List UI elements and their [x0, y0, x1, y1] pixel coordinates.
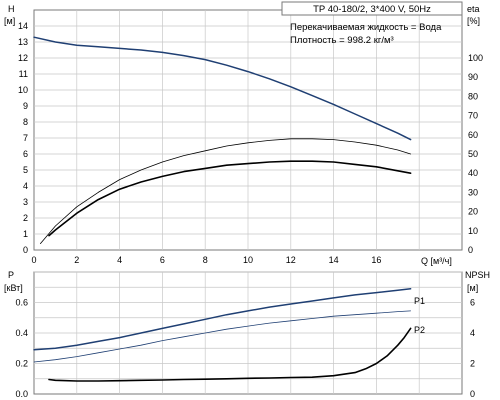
- efficiency-tick-label: 50: [468, 149, 478, 159]
- head-tick-label: 12: [18, 53, 28, 63]
- head-axis-label: H: [8, 4, 15, 14]
- head-tick-label: 14: [18, 21, 28, 31]
- total-efficiency-curve-line: [48, 160, 412, 237]
- head-tick-label: 2: [23, 213, 28, 223]
- p2-power-line: [33, 310, 412, 363]
- head-tick-label: 0: [23, 245, 28, 255]
- head-tick-label: 6: [23, 149, 28, 159]
- head-tick-label: 4: [23, 181, 28, 191]
- head-efficiency-series: [33, 36, 412, 245]
- npsh-tick-label: 6: [470, 298, 475, 308]
- x-tick-label: 8: [203, 255, 208, 265]
- npsh-curve-line: [48, 327, 412, 382]
- head-tick-label: 11: [19, 69, 28, 79]
- power-tick-label: 0.4: [15, 328, 28, 338]
- efficiency-tick-label: 70: [468, 111, 478, 121]
- head-tick-label: 8: [23, 117, 28, 127]
- x-tick-label: 4: [117, 255, 122, 265]
- liquid-label: Перекачиваемая жидкость = Вода: [290, 22, 442, 33]
- density-label: Плотность = 998.2 кг/м³: [290, 35, 394, 46]
- head-curve-line: [33, 36, 412, 141]
- head-tick-label: 10: [18, 85, 28, 95]
- power-axis-label: P: [8, 270, 14, 280]
- efficiency-tick-label: 80: [468, 91, 478, 101]
- head-tick-label: 9: [23, 101, 28, 111]
- head-tick-label: 3: [23, 197, 28, 207]
- model-label-box: [281, 1, 463, 16]
- power-axis-ticks: 0.0 0.2 0.4 0.6: [15, 298, 28, 400]
- x-tick-label: 6: [160, 255, 165, 265]
- x-tick-label: 16: [371, 255, 381, 265]
- efficiency-tick-label: 90: [468, 72, 478, 82]
- npsh-tick-label: 4: [470, 328, 475, 338]
- efficiency-axis-unit: [%]: [467, 16, 480, 26]
- efficiency-tick-label: 40: [468, 168, 478, 178]
- efficiency-tick-label: 10: [468, 226, 478, 236]
- npsh-axis-ticks: 0 2 4 6: [470, 298, 475, 400]
- efficiency-axis-ticks: 0 10 20 30 40 50 60 70 80 90 100: [468, 53, 483, 255]
- power-tick-label: 0.0: [15, 389, 28, 399]
- p2-series-label: P2: [414, 325, 425, 335]
- head-tick-label: 5: [23, 165, 28, 175]
- efficiency-tick-label: 100: [468, 53, 483, 63]
- head-axis-unit: [м]: [4, 16, 15, 26]
- x-tick-label: 10: [243, 255, 253, 265]
- power-axis-unit: [кВт]: [4, 283, 23, 293]
- model-label: TP 40-180/2, 3*400 V, 50Hz: [313, 4, 431, 15]
- npsh-tick-label: 0: [470, 389, 475, 399]
- efficiency-tick-label: 60: [468, 130, 478, 140]
- x-tick-label: 2: [74, 255, 79, 265]
- npsh-axis-label: NPSH: [465, 270, 490, 280]
- power-npsh-series: [33, 288, 412, 382]
- head-tick-label: 1: [23, 229, 28, 239]
- p1-power-line: [33, 288, 412, 351]
- head-tick-label: 7: [23, 133, 28, 143]
- flow-axis-label: Q [м³/ч]: [421, 256, 452, 266]
- x-tick-label: 0: [31, 255, 36, 265]
- head-tick-label: 13: [18, 37, 28, 47]
- efficiency-axis-label: eta: [467, 4, 480, 14]
- efficiency-curve-line: [40, 138, 412, 245]
- power-tick-label: 0.2: [15, 359, 28, 369]
- efficiency-tick-label: 0: [468, 245, 473, 255]
- power-npsh-grid: [34, 271, 462, 394]
- efficiency-tick-label: 20: [468, 207, 478, 217]
- flow-axis-ticks: 0 2 4 6 8 10 12 14 16: [31, 255, 381, 265]
- p1-series-label: P1: [414, 296, 425, 306]
- npsh-axis-unit: [м]: [467, 283, 478, 293]
- power-tick-label: 0.6: [15, 298, 28, 308]
- npsh-tick-label: 2: [470, 359, 475, 369]
- x-tick-label: 14: [329, 255, 339, 265]
- x-tick-label: 12: [286, 255, 296, 265]
- head-efficiency-grid: [34, 10, 462, 250]
- efficiency-tick-label: 30: [468, 187, 478, 197]
